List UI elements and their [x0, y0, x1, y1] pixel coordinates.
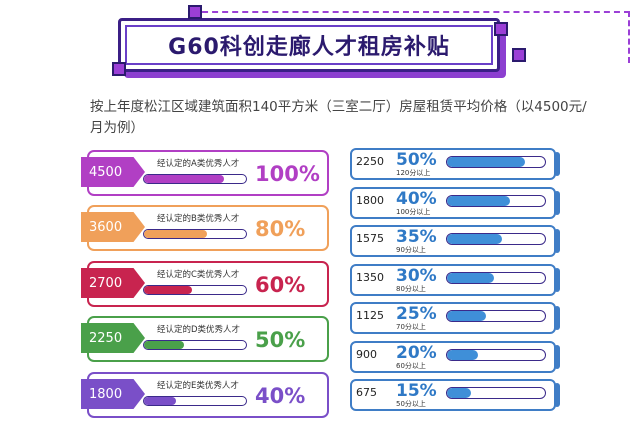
progress-fill [144, 341, 184, 349]
talent-card: 2250 经认定的D类优秀人才 50% [81, 314, 333, 362]
decor-square-icon [494, 22, 508, 36]
amount-value: 1350 [356, 270, 384, 284]
progress-fill [447, 157, 526, 167]
score-card: 1575 35% 90分以上 [350, 225, 560, 257]
percent-value: 30% [396, 265, 437, 286]
score-threshold: 100分以上 [396, 207, 431, 216]
progress-bar [446, 194, 546, 207]
score-card: 2250 50% 120分以上 [350, 148, 560, 180]
progress-fill [144, 230, 208, 238]
score-threshold: 70分以上 [396, 323, 426, 331]
score-card: 1800 40% 100分以上 [350, 186, 560, 219]
progress-bar [446, 348, 546, 361]
talent-label: 经认定的B类优秀人才 [157, 214, 240, 224]
talent-label: 经认定的C类优秀人才 [157, 270, 240, 280]
talent-label: 经认定的E类优秀人才 [157, 381, 239, 391]
score-card: 675 15% 50分以上 [350, 379, 560, 411]
talent-card: 2700 经认定的C类优秀人才 60% [81, 259, 333, 307]
amount-badge: 4500 [81, 157, 145, 187]
card-frame [87, 372, 333, 418]
percent-value: 50% [255, 328, 306, 352]
amount-value: 1575 [356, 232, 384, 245]
card-frame [350, 302, 556, 334]
percent-value: 40% [255, 384, 306, 408]
percent-value: 20% [396, 342, 437, 363]
progress-fill [447, 388, 471, 398]
progress-fill [447, 234, 502, 244]
score-threshold: 60分以上 [396, 361, 426, 370]
score-card: 1350 30% 80分以上 [350, 263, 560, 296]
title-banner: G60科创走廊人才租房补贴 [112, 5, 630, 78]
progress-bar [143, 285, 247, 295]
amount-value: 900 [356, 347, 377, 361]
progress-fill [447, 272, 495, 283]
progress-fill [144, 286, 192, 294]
score-threshold: 90分以上 [396, 246, 426, 254]
page-title: G60科创走廊人才租房补贴 [168, 35, 450, 60]
score-threshold: 80分以上 [396, 284, 426, 293]
amount-value: 2250 [356, 155, 384, 168]
progress-fill [447, 195, 510, 206]
progress-bar [143, 396, 247, 406]
talent-label: 经认定的D类优秀人才 [157, 325, 241, 335]
score-threshold: 120分以上 [396, 169, 431, 177]
progress-bar [143, 340, 247, 350]
percent-value: 60% [255, 273, 306, 297]
amount-badge: 1800 [81, 379, 145, 409]
progress-bar [446, 387, 546, 399]
intro-text: 按上年度松江区域建筑面积140平方米（三室二厅）房屋租赁平均价格（以4500元/… [90, 99, 587, 136]
progress-bar [446, 310, 546, 322]
score-card: 900 20% 60分以上 [350, 340, 560, 373]
amount-badge: 2250 [81, 323, 145, 353]
decor-square-icon [112, 62, 126, 76]
decor-square-icon [188, 5, 202, 19]
score-threshold: 50分以上 [396, 400, 426, 408]
percent-value: 40% [396, 188, 437, 209]
progress-bar [446, 233, 546, 245]
progress-fill [144, 175, 224, 183]
progress-bar [446, 156, 546, 168]
talent-card: 3600 经认定的B类优秀人才 80% [81, 203, 333, 251]
percent-value: 100% [255, 162, 320, 186]
talent-card: 4500 经认定的A类优秀人才 100% [81, 148, 333, 196]
progress-fill [447, 349, 479, 360]
progress-bar [446, 271, 546, 284]
amount-badge: 3600 [81, 212, 145, 242]
amount-value: 1125 [356, 309, 384, 322]
banner-dashed-border [192, 11, 630, 63]
score-card: 1125 25% 70分以上 [350, 302, 560, 334]
percent-value: 15% [396, 381, 437, 401]
amount-badge: 2700 [81, 268, 145, 298]
progress-bar [143, 229, 247, 239]
amount-value: 1800 [356, 193, 384, 207]
percent-value: 80% [255, 217, 306, 241]
banner-box: G60科创走廊人才租房补贴 [118, 18, 500, 72]
decor-square-icon [512, 48, 526, 62]
talent-label: 经认定的A类优秀人才 [157, 159, 240, 169]
talent-card: 1800 经认定的E类优秀人才 40% [81, 370, 333, 418]
progress-bar [143, 174, 247, 184]
percent-value: 25% [396, 304, 437, 324]
progress-fill [144, 397, 176, 405]
progress-fill [447, 311, 487, 321]
amount-value: 675 [356, 386, 377, 399]
percent-value: 35% [396, 227, 437, 247]
percent-value: 50% [396, 150, 437, 170]
